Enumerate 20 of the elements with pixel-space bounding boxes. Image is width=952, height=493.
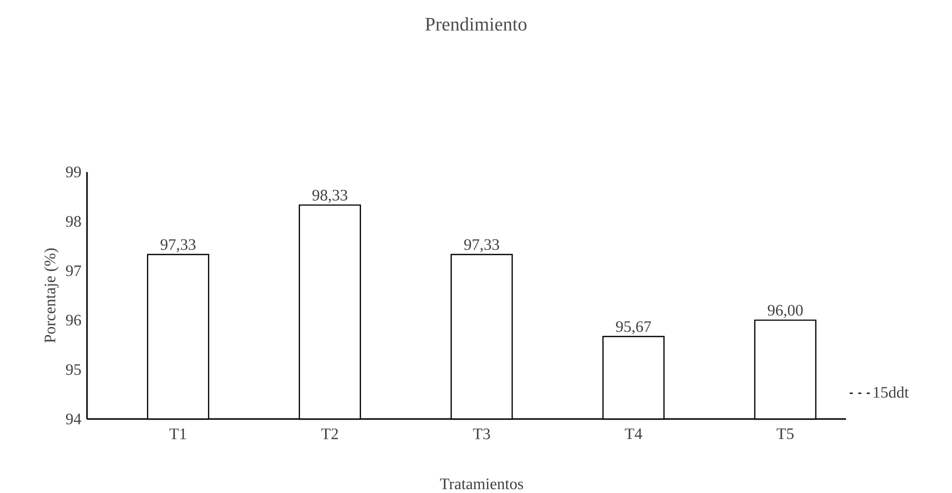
x-tick-label: T1 — [170, 428, 186, 440]
y-tick-label: 95 — [66, 364, 81, 375]
data-label: 96,00 — [768, 304, 803, 318]
y-tick-label: 94 — [66, 414, 82, 424]
legend-label: 15ddt — [874, 386, 909, 398]
x-tick-label: T2 — [321, 428, 338, 440]
y-axis-title: Porcentaje (%) — [44, 248, 59, 343]
x-axis-title: Tratamientos — [440, 478, 524, 490]
data-label: 97,33 — [464, 239, 500, 252]
x-tick-label: T3 — [473, 428, 490, 440]
y-tick-label: 96 — [66, 314, 82, 326]
data-label: 97,33 — [160, 239, 196, 252]
y-tick-label: 99 — [66, 166, 81, 178]
x-tick-label: T5 — [776, 428, 794, 440]
data-label: 98,33 — [312, 190, 348, 203]
y-tick-label: 98 — [66, 216, 81, 227]
y-tick-label: 97 — [66, 265, 82, 276]
chart-title: Prendimiento — [425, 17, 526, 31]
data-label: 95,67 — [616, 321, 652, 334]
x-tick-label: T4 — [624, 428, 642, 440]
